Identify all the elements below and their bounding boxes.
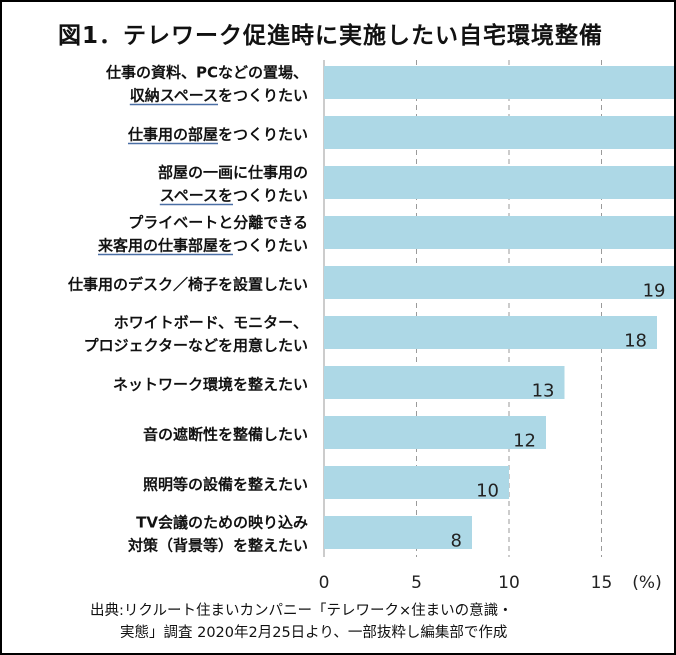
source-note: 出典:リクルート住まいカンパニー「テレワーク×住まいの意識・ 実態」調査 202… [90,600,513,644]
chart-title: 図1．テレワーク促進時に実施したい自宅環境整備 [58,23,604,49]
bar-value-label: 13 [532,381,555,402]
x-tick-label: 5 [411,573,422,593]
category-label: 照明等の設備を整えたい [143,476,308,494]
bar-value-label: 10 [476,481,499,502]
x-tick-label: 0 [319,573,330,593]
category-label: 収納スペースをつくりたい [130,87,308,105]
x-axis-ticks: 051015202530(%) [319,573,662,593]
category-label: 部屋の一画に仕事用の [158,164,308,182]
bar [324,316,657,349]
bar-value-label: 18 [624,331,647,352]
bar-value-label: 8 [451,531,462,552]
x-tick-label: 10 [498,573,520,593]
bar [324,266,674,299]
bar [324,116,674,149]
category-label: 仕事用のデスク／椅子を設置したい [67,276,308,294]
category-labels: 仕事の資料、PCなどの置場、収納スペースをつくりたい仕事用の部屋をつくりたい部屋… [67,64,308,555]
category-label: ホワイトボード、モニター、 [114,314,308,332]
category-label: ネットワーク環境を整えたい [113,376,308,394]
source-line-1: 出典:リクルート住まいカンパニー「テレワーク×住まいの意識・ [90,603,513,619]
bar [324,166,674,199]
bar [324,466,509,499]
value-labels: 3228252319181312108 [451,281,666,552]
category-label: スペースをつくりたい [160,187,308,205]
category-label: プライベートと分離できる [128,214,308,232]
category-label: 来客用の仕事部屋をつくりたい [97,237,308,255]
bar [324,516,472,549]
bar-value-label: 19 [643,281,666,302]
category-label: 仕事の資料、PCなどの置場、 [105,64,308,82]
bar [324,416,546,449]
source-line-2: 実態」調査 2020年2月25日より、一部抜粋し編集部で作成 [120,625,508,641]
category-label: 対策（背景等）を整えたい [127,537,308,555]
bar [324,66,674,99]
bar [324,216,674,249]
x-axis-unit: (%) [632,573,661,593]
bar-chart: 3228252319181312108 仕事の資料、PCなどの置場、収納スペース… [67,60,674,593]
bar-value-label: 12 [513,431,536,452]
bars [324,66,674,549]
bar [324,366,565,399]
category-label: プロジェクターなどを用意したい [84,337,308,355]
x-tick-label: 15 [591,573,613,593]
category-label: 音の遮断性を整備したい [143,426,308,444]
category-label: TV会議のための映り込み [136,514,308,532]
category-label: 仕事用の部屋をつくりたい [127,126,308,144]
